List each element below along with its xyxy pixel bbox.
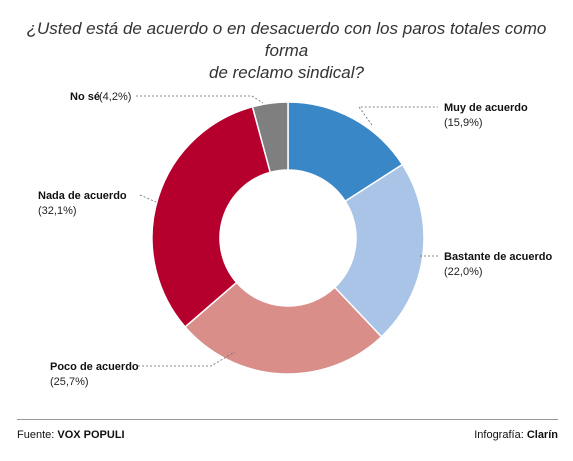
label-nada-de-acuerdo: Nada de acuerdo xyxy=(38,190,127,202)
leader-line-muy-de-acuerdo xyxy=(358,106,438,126)
slice-bastante-de-acuerdo xyxy=(333,163,425,338)
chart-title-line-1: ¿Usted está de acuerdo o en desacuerdo c… xyxy=(26,19,547,60)
label-bastante-de-acuerdo: Bastante de acuerdo xyxy=(444,251,552,263)
infographic-credit: Infografía: Clarín xyxy=(474,429,558,441)
label-poco-de-acuerdo: Poco de acuerdo xyxy=(50,361,139,373)
credit-name: Clarín xyxy=(526,429,558,441)
value-poco-de-acuerdo: (25,7%) xyxy=(50,376,89,388)
source-credit: Fuente: VOX POPULI xyxy=(17,429,125,441)
slice-poco-de-acuerdo xyxy=(184,281,383,375)
slice-nada-de-acuerdo xyxy=(151,105,272,328)
chart-title: ¿Usted está de acuerdo o en desacuerdo c… xyxy=(10,18,563,84)
source-prefix: Fuente: xyxy=(17,429,58,441)
value-bastante-de-acuerdo: (22,0%) xyxy=(444,266,483,278)
label-muy-de-acuerdo: Muy de acuerdo xyxy=(444,102,528,114)
leader-line-nada-de-acuerdo xyxy=(139,194,157,203)
chart-title-line-2: de reclamo sindical? xyxy=(209,63,364,82)
leader-line-poco-de-acuerdo xyxy=(138,351,236,367)
leader-line-no-se xyxy=(136,95,264,104)
slice-no-se xyxy=(251,101,289,174)
credit-prefix: Infografía: xyxy=(474,429,527,441)
source-name: VOX POPULI xyxy=(57,429,125,441)
value-muy-de-acuerdo: (15,9%) xyxy=(444,117,483,129)
value-nada-de-acuerdo: (32,1%) xyxy=(38,205,77,217)
footer-divider xyxy=(17,419,558,420)
value-no-se: (4,2%) xyxy=(99,91,131,103)
label-no-se: No sé xyxy=(70,91,100,103)
